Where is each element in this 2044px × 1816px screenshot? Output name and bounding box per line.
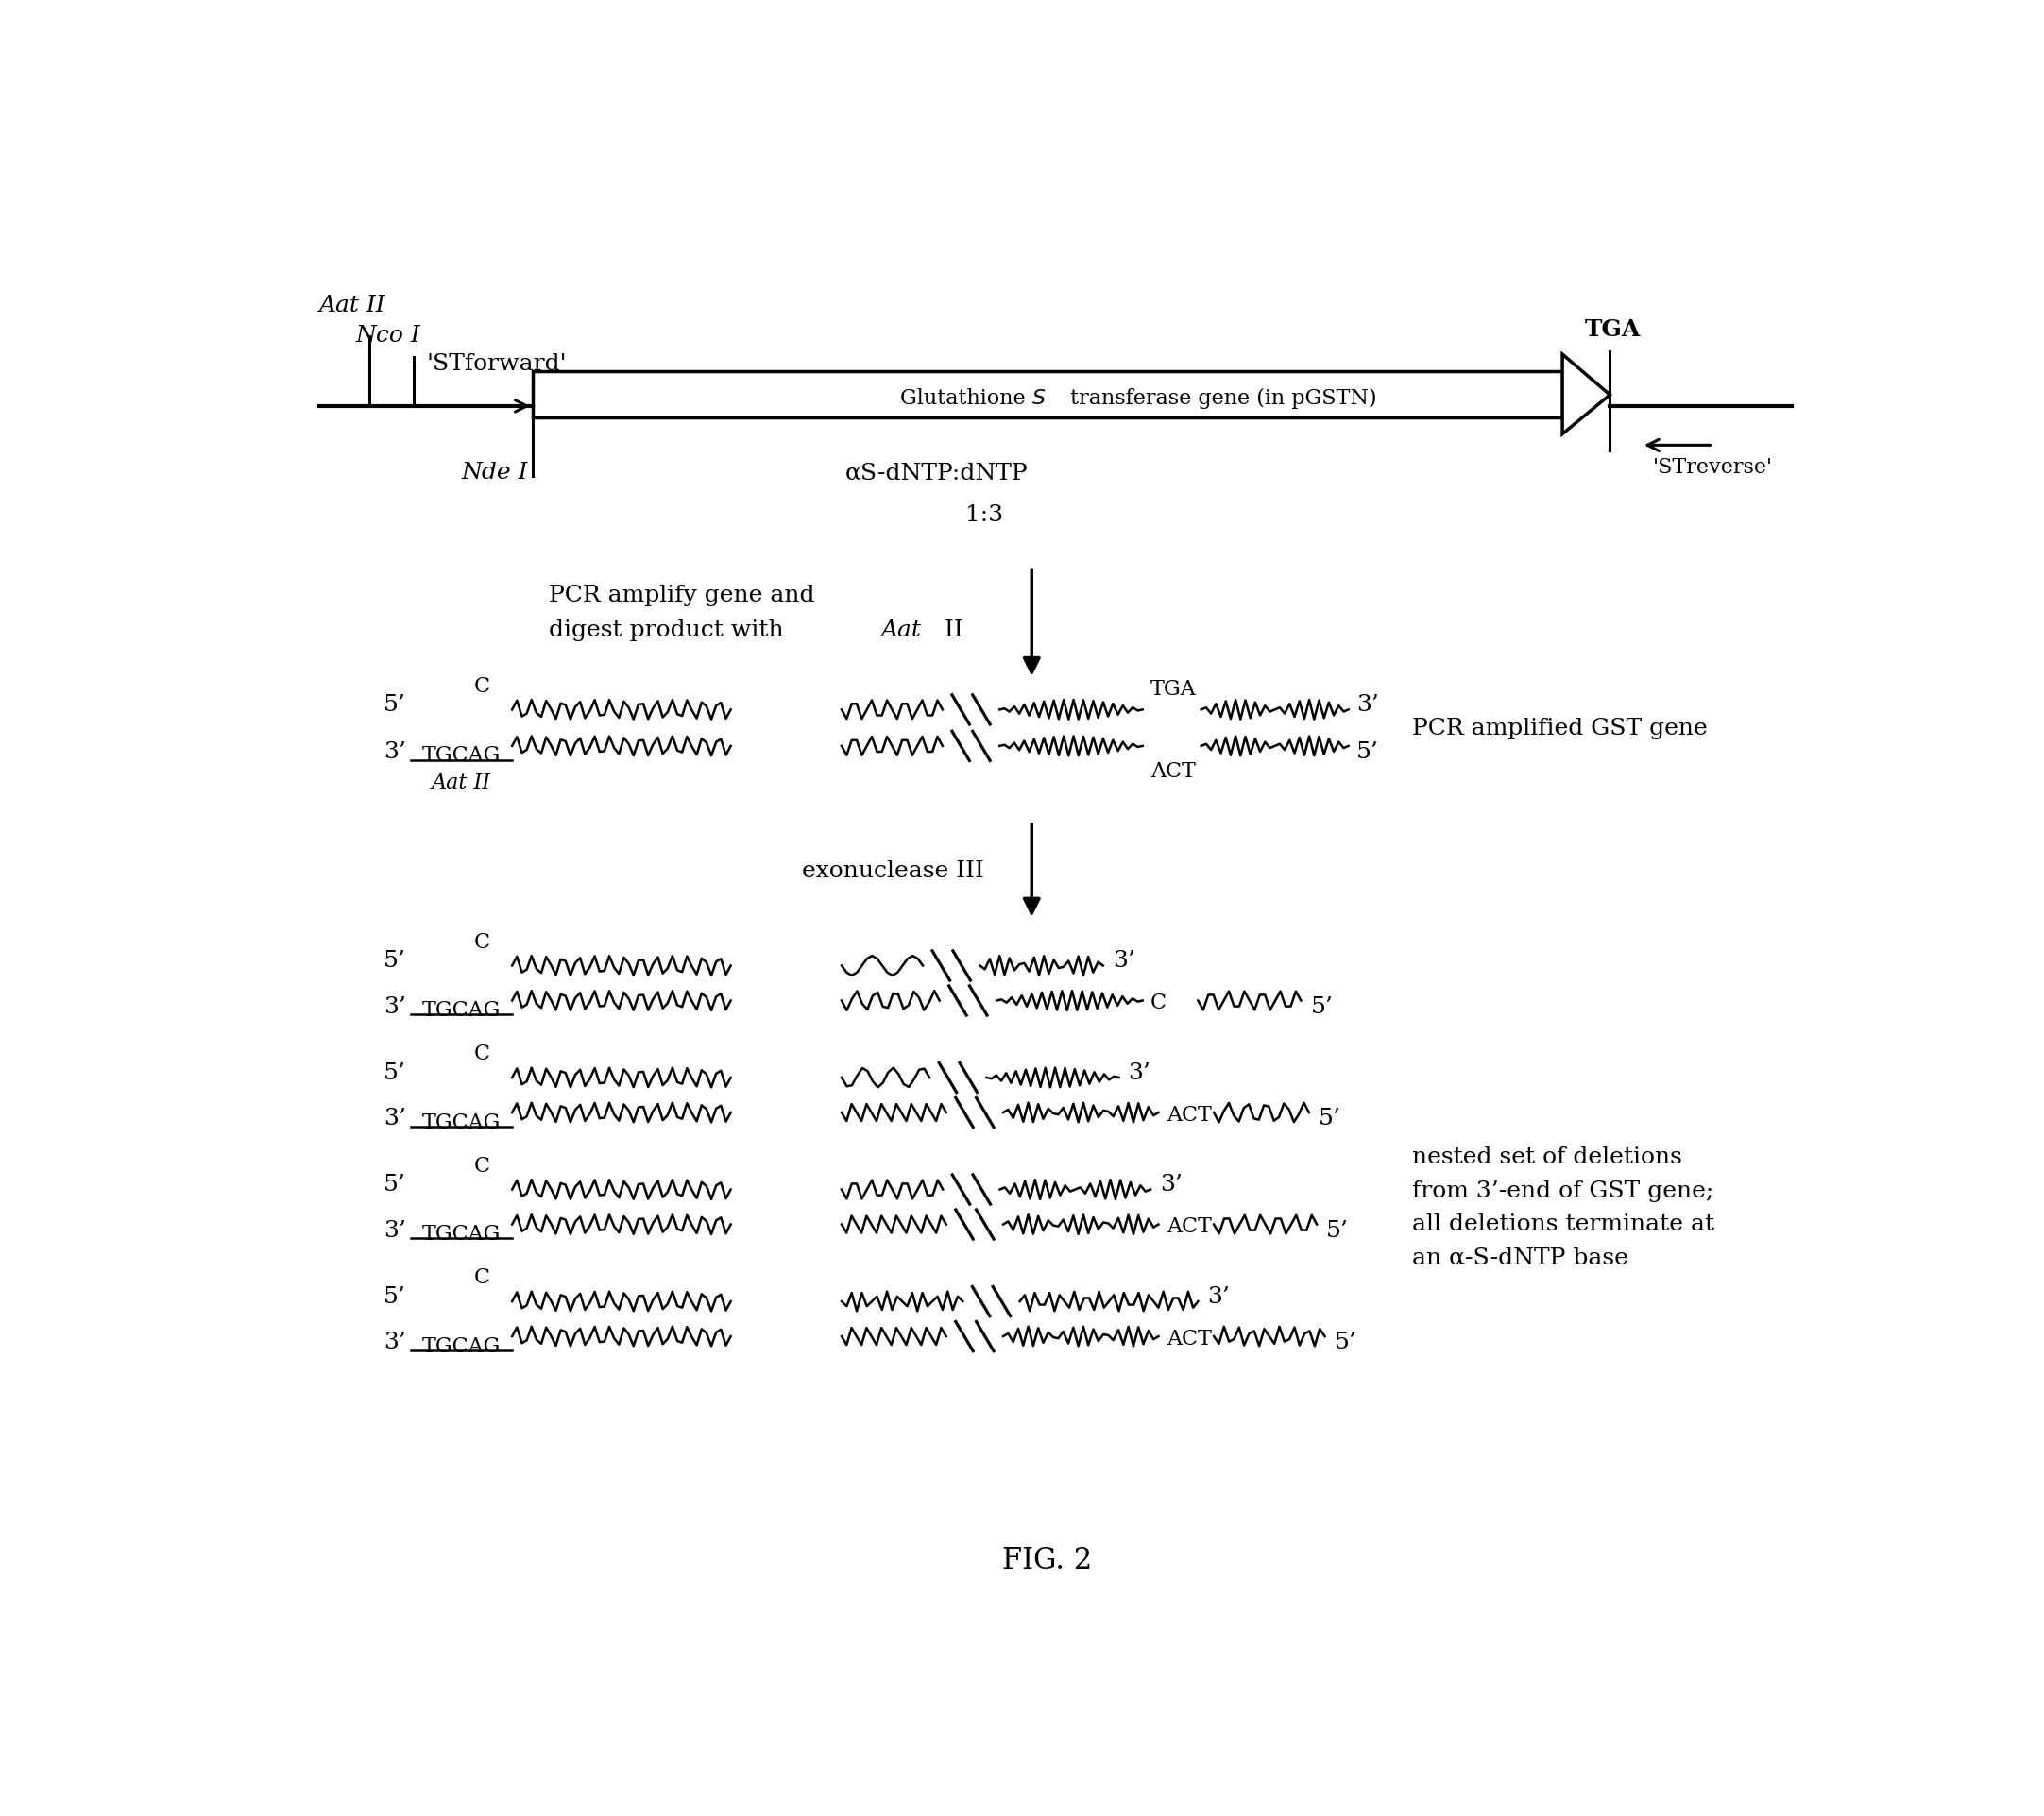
Text: 5’: 5’ <box>384 950 407 972</box>
Text: Nco I: Nco I <box>356 325 421 347</box>
Text: 5’: 5’ <box>1335 1331 1357 1353</box>
Text: Aat II: Aat II <box>319 294 386 316</box>
Polygon shape <box>533 372 1562 418</box>
Text: exonuclease III: exonuclease III <box>801 861 985 883</box>
Text: nested set of deletions
from 3’-end of GST gene;
all deletions terminate at
an α: nested set of deletions from 3’-end of G… <box>1412 1146 1715 1269</box>
Text: Aat II: Aat II <box>431 772 491 792</box>
Text: 3’: 3’ <box>1208 1286 1230 1308</box>
Polygon shape <box>1562 354 1611 434</box>
Text: TGA: TGA <box>1151 677 1196 699</box>
Text: Nde I: Nde I <box>462 461 527 483</box>
Text: FIG. 2: FIG. 2 <box>1002 1545 1094 1574</box>
Text: C: C <box>474 932 491 952</box>
Text: Aat: Aat <box>881 619 922 641</box>
Text: C: C <box>474 1268 491 1288</box>
Text: 5’: 5’ <box>1310 995 1333 1017</box>
Text: PCR amplified GST gene: PCR amplified GST gene <box>1412 717 1707 739</box>
Text: ACT: ACT <box>1151 761 1196 781</box>
Text: 5’: 5’ <box>384 1061 407 1082</box>
Text: C: C <box>474 1042 491 1064</box>
Text: ACT: ACT <box>1167 1215 1212 1237</box>
Text: TGCAG: TGCAG <box>421 745 501 766</box>
Text: 1:3: 1:3 <box>965 503 1004 525</box>
Text: TGCAG: TGCAG <box>421 1111 501 1131</box>
Text: 3’: 3’ <box>1112 950 1134 972</box>
Text: transferase gene (in pGSTN): transferase gene (in pGSTN) <box>1063 389 1376 409</box>
Text: C: C <box>1151 992 1167 1013</box>
Text: digest product with: digest product with <box>548 619 791 641</box>
Text: $S$: $S$ <box>1032 389 1047 409</box>
Text: TGCAG: TGCAG <box>421 1224 501 1244</box>
Text: 3’: 3’ <box>384 741 407 763</box>
Text: ACT: ACT <box>1167 1104 1212 1124</box>
Text: TGA: TGA <box>1584 318 1641 341</box>
Text: 3’: 3’ <box>1357 694 1380 716</box>
Text: TGCAG: TGCAG <box>421 1335 501 1357</box>
Text: 3’: 3’ <box>1128 1061 1151 1082</box>
Text: 3’: 3’ <box>384 1220 407 1240</box>
Text: PCR amplify gene and: PCR amplify gene and <box>548 585 814 607</box>
Text: 3’: 3’ <box>384 1331 407 1353</box>
Text: 'STreverse': 'STreverse' <box>1654 458 1772 478</box>
Text: II: II <box>936 619 963 641</box>
Text: 5’: 5’ <box>384 1173 407 1195</box>
Text: 3’: 3’ <box>1161 1173 1183 1195</box>
Text: 'STforward': 'STforward' <box>427 352 566 374</box>
Text: C: C <box>474 1155 491 1175</box>
Text: αS-dNTP:dNTP: αS-dNTP:dNTP <box>846 461 1028 483</box>
Text: 3’: 3’ <box>384 995 407 1017</box>
Text: ACT: ACT <box>1167 1327 1212 1347</box>
Text: 5’: 5’ <box>384 694 407 716</box>
Text: 5’: 5’ <box>1327 1220 1349 1240</box>
Text: 5’: 5’ <box>1357 741 1380 763</box>
Text: 5’: 5’ <box>1318 1108 1341 1130</box>
Text: 5’: 5’ <box>384 1286 407 1308</box>
Text: C: C <box>474 676 491 696</box>
Text: TGCAG: TGCAG <box>421 999 501 1021</box>
Text: Glutathione: Glutathione <box>899 389 1032 409</box>
Text: 3’: 3’ <box>384 1108 407 1130</box>
